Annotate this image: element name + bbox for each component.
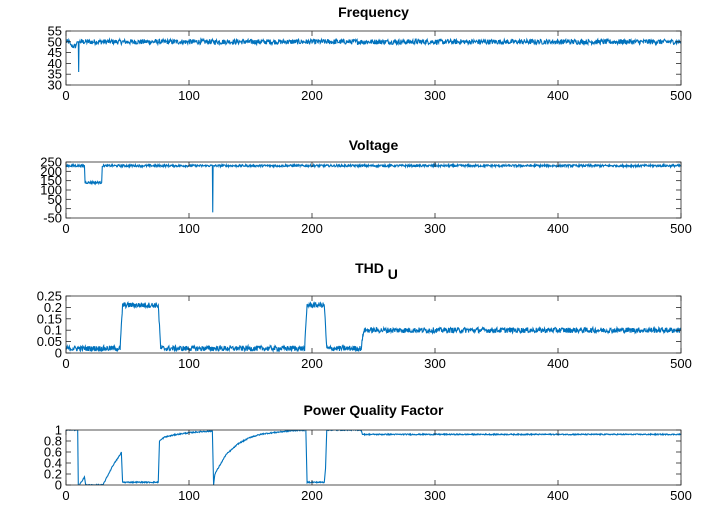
- x-tick-label: 0: [62, 221, 69, 236]
- x-tick-label: 100: [178, 221, 200, 236]
- y-tick-label: 150: [40, 173, 62, 188]
- y-tick-label: 30: [48, 78, 62, 93]
- chart-title: THD: [355, 260, 384, 276]
- x-tick-label: 500: [670, 221, 692, 236]
- x-tick-label: 400: [547, 488, 569, 503]
- series-line: [66, 430, 681, 485]
- y-tick-label: 0.15: [37, 311, 62, 326]
- y-tick-label: 0.2: [44, 300, 62, 315]
- x-tick-label: 200: [301, 356, 323, 371]
- y-tick-label: 0: [55, 346, 62, 361]
- y-tick-label: 0.4: [44, 456, 62, 471]
- y-tick-label: 0.2: [44, 467, 62, 482]
- y-tick-label: -50: [43, 211, 62, 226]
- y-tick-label: 100: [40, 183, 62, 198]
- chart-title: Power Quality Factor: [303, 402, 444, 418]
- chart-title-subscript: U: [388, 266, 398, 282]
- x-tick-label: 300: [424, 88, 446, 103]
- y-tick-label: 50: [48, 192, 62, 207]
- x-tick-label: 200: [301, 88, 323, 103]
- x-tick-label: 300: [424, 356, 446, 371]
- y-tick-label: 0: [55, 478, 62, 493]
- x-tick-label: 100: [178, 88, 200, 103]
- series-line: [66, 37, 681, 73]
- y-tick-label: 250: [40, 155, 62, 170]
- x-tick-label: 300: [424, 221, 446, 236]
- x-tick-label: 100: [178, 488, 200, 503]
- y-tick-label: 35: [48, 67, 62, 82]
- y-tick-label: 1: [55, 423, 62, 438]
- y-tick-label: 50: [48, 34, 62, 49]
- x-tick-label: 0: [62, 88, 69, 103]
- x-tick-label: 400: [547, 88, 569, 103]
- axes-box: [65, 30, 682, 86]
- y-tick-label: 40: [48, 56, 62, 71]
- y-tick-label: 45: [48, 45, 62, 60]
- y-tick-label: 0.25: [37, 289, 62, 304]
- x-tick-label: 0: [62, 356, 69, 371]
- chart-title: Voltage: [349, 137, 399, 153]
- x-tick-label: 100: [178, 356, 200, 371]
- y-tick-label: 0.6: [44, 445, 62, 460]
- y-tick-label: 0.1: [44, 323, 62, 338]
- y-tick-label: 200: [40, 164, 62, 179]
- axes-box: [65, 295, 682, 354]
- x-tick-label: 500: [670, 356, 692, 371]
- series-line: [66, 301, 681, 353]
- x-tick-label: 200: [301, 488, 323, 503]
- x-tick-label: 200: [301, 221, 323, 236]
- x-tick-label: 400: [547, 221, 569, 236]
- y-tick-label: 0: [55, 201, 62, 216]
- x-tick-label: 300: [424, 488, 446, 503]
- x-tick-label: 500: [670, 488, 692, 503]
- axes-box: [65, 429, 682, 486]
- x-tick-label: 0: [62, 488, 69, 503]
- subplot-4: Power Quality Factor 0 100 200 300 400 500 00.2…: [44, 402, 692, 503]
- chart-title: Frequency: [338, 4, 409, 20]
- x-tick-label: 400: [547, 356, 569, 371]
- y-tick-label: 0.05: [37, 334, 62, 349]
- y-tick-label: 0.8: [44, 434, 62, 449]
- subplot-3: THD U 0 100 200 300 400 500 00.050.10.150.20.25: [37, 260, 692, 371]
- series-line: [66, 162, 681, 213]
- y-tick-label: 55: [48, 24, 62, 39]
- axes-box: [65, 161, 682, 219]
- x-tick-label: 500: [670, 88, 692, 103]
